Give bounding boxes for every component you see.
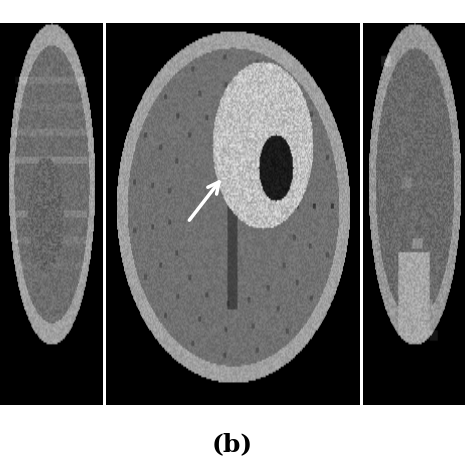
Text: (b): (b) <box>212 432 253 456</box>
